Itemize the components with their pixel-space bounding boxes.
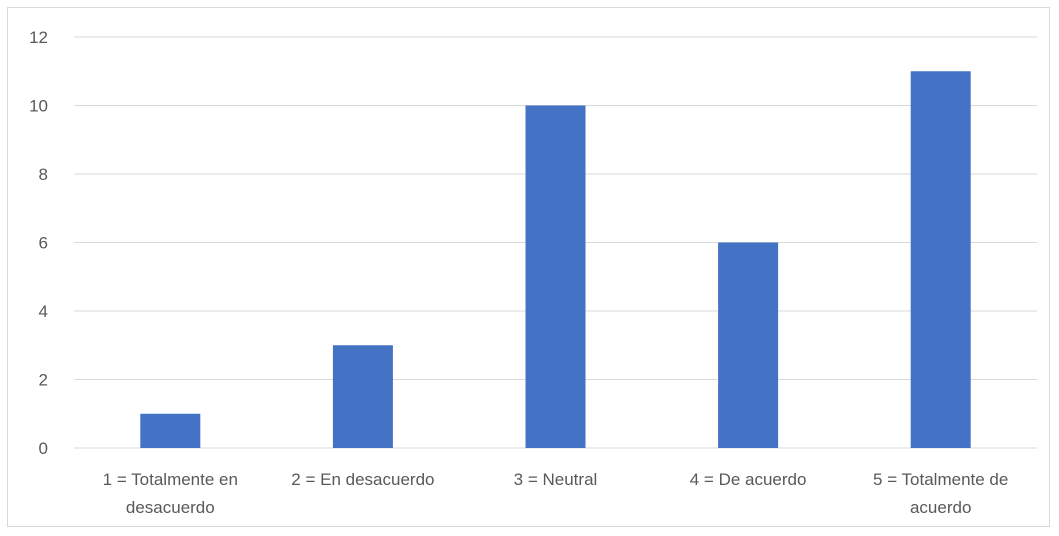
x-tick-label: 3 = Neutral (514, 470, 598, 489)
x-tick-label: 1 = Totalmente en desacuerdo (103, 470, 238, 517)
x-tick-label-line: 1 = Totalmente en (103, 470, 238, 489)
y-tick-label: 10 (29, 97, 48, 116)
x-tick-label-line: 4 = De acuerdo (690, 470, 807, 489)
y-tick-label: 8 (39, 165, 48, 184)
x-tick-label-line: desacuerdo (126, 498, 215, 517)
x-tick-label: 2 = En desacuerdo (291, 470, 434, 489)
y-tick-label: 2 (39, 371, 48, 390)
bar (140, 413, 201, 448)
y-tick-label: 6 (39, 234, 48, 253)
y-tick-label: 4 (39, 302, 48, 321)
x-tick-label-line: acuerdo (910, 498, 971, 517)
x-tick-label-line: 5 = Totalmente de (873, 470, 1008, 489)
y-tick-label: 12 (29, 28, 48, 47)
bar (910, 71, 971, 448)
bar (332, 345, 393, 448)
y-axis-ticks: 0 2 4 6 8 10 12 (29, 28, 48, 458)
x-tick-label: 5 = Totalmente de acuerdo (873, 470, 1008, 517)
x-axis-ticks: 1 = Totalmente en desacuerdo 2 = En desacu… (103, 470, 1009, 517)
bar (718, 242, 779, 448)
x-tick-label: 4 = De acuerdo (690, 470, 807, 489)
x-tick-label-line: 2 = En desacuerdo (291, 470, 434, 489)
x-tick-label-line: 3 = Neutral (514, 470, 598, 489)
y-tick-label: 0 (39, 439, 48, 458)
bars (140, 71, 971, 448)
bar (525, 105, 586, 448)
